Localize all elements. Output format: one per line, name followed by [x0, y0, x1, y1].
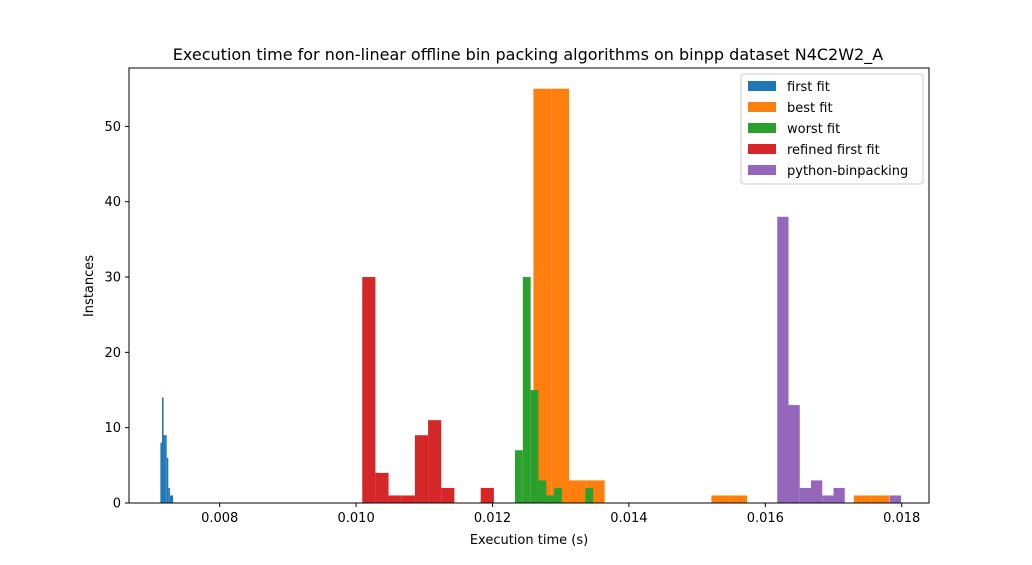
bar-first-fit-6	[169, 495, 172, 503]
legend-label: best fit	[787, 101, 833, 116]
bar-first-fit-5	[168, 487, 170, 503]
bar-first-fit-2	[163, 435, 166, 503]
bar-python-binpacking-10	[889, 495, 902, 503]
bar-first-fit-7	[171, 495, 174, 503]
bar-refined-first-fit-6	[441, 487, 455, 503]
bar-python-binpacking-1	[788, 405, 800, 503]
legend-label: worst fit	[787, 122, 840, 137]
legend-swatch	[748, 81, 776, 91]
legend-label: first fit	[787, 80, 830, 95]
x-tick-label: 0.008	[201, 511, 238, 526]
bars-layer	[160, 88, 902, 503]
bar-refined-first-fit-1	[375, 472, 389, 503]
bar-refined-first-fit-2	[388, 495, 402, 503]
bar-best-fit-11	[729, 495, 748, 503]
bar-python-binpacking-0	[777, 216, 789, 503]
x-tick-label: 0.016	[747, 511, 784, 526]
legend-swatch	[748, 165, 776, 175]
y-tick-label: 10	[104, 421, 121, 436]
plot-frame	[128, 67, 930, 504]
x-tick-label: 0.014	[610, 511, 647, 526]
y-axis: 0 10 20 30 40 50	[104, 120, 129, 512]
bar-worst-fit-5	[554, 487, 562, 503]
bar-best-fit-1	[551, 88, 570, 503]
bar-refined-first-fit-3	[401, 495, 415, 503]
x-axis: 0.008 0.010 0.012 0.014 0.016 0.018	[201, 503, 920, 526]
bar-python-binpacking-3	[811, 480, 823, 503]
bar-refined-first-fit-9	[480, 487, 494, 503]
bar-worst-fit-0	[515, 450, 523, 503]
bar-best-fit-18	[853, 495, 872, 503]
y-tick-label: 0	[113, 497, 121, 512]
y-tick-label: 20	[104, 346, 121, 361]
y-tick-label: 50	[104, 120, 121, 135]
bar-first-fit-4	[166, 457, 169, 503]
bar-best-fit-19	[871, 495, 890, 503]
bar-refined-first-fit-0	[362, 277, 376, 503]
bar-worst-fit-1	[522, 277, 531, 503]
y-axis-label: Instances	[82, 255, 97, 317]
bar-worst-fit-4	[546, 495, 555, 503]
y-tick-label: 40	[104, 195, 121, 210]
bar-refined-first-fit-4	[414, 435, 429, 503]
legend-label: refined first fit	[787, 143, 880, 158]
bar-first-fit-3	[165, 435, 167, 503]
legend: first fit best fit worst fit refined first …	[740, 73, 924, 185]
x-tick-label: 0.018	[883, 511, 920, 526]
bar-worst-fit-9	[585, 487, 594, 503]
bar-worst-fit-3	[538, 480, 547, 503]
legend-swatch	[748, 102, 776, 112]
legend-swatch	[748, 144, 776, 154]
legend-box	[740, 73, 924, 185]
y-tick-label: 30	[104, 271, 121, 286]
x-axis-label: Execution time (s)	[470, 533, 588, 548]
legend-swatch	[748, 123, 776, 133]
bar-worst-fit-2	[530, 390, 539, 503]
bar-refined-first-fit-5	[428, 420, 442, 503]
x-tick-label: 0.010	[338, 511, 375, 526]
chart-title: Execution time for non-linear offline bi…	[173, 45, 883, 65]
bar-python-binpacking-4	[822, 495, 834, 503]
bar-best-fit-10	[711, 495, 730, 503]
bar-python-binpacking-5	[833, 487, 845, 503]
bar-first-fit-1	[161, 397, 164, 503]
bar-python-binpacking-2	[799, 487, 812, 503]
legend-label: python-binpacking	[787, 164, 908, 179]
x-tick-label: 0.012	[474, 511, 511, 526]
bar-first-fit-0	[160, 442, 162, 503]
bar-best-fit-2	[569, 480, 587, 503]
